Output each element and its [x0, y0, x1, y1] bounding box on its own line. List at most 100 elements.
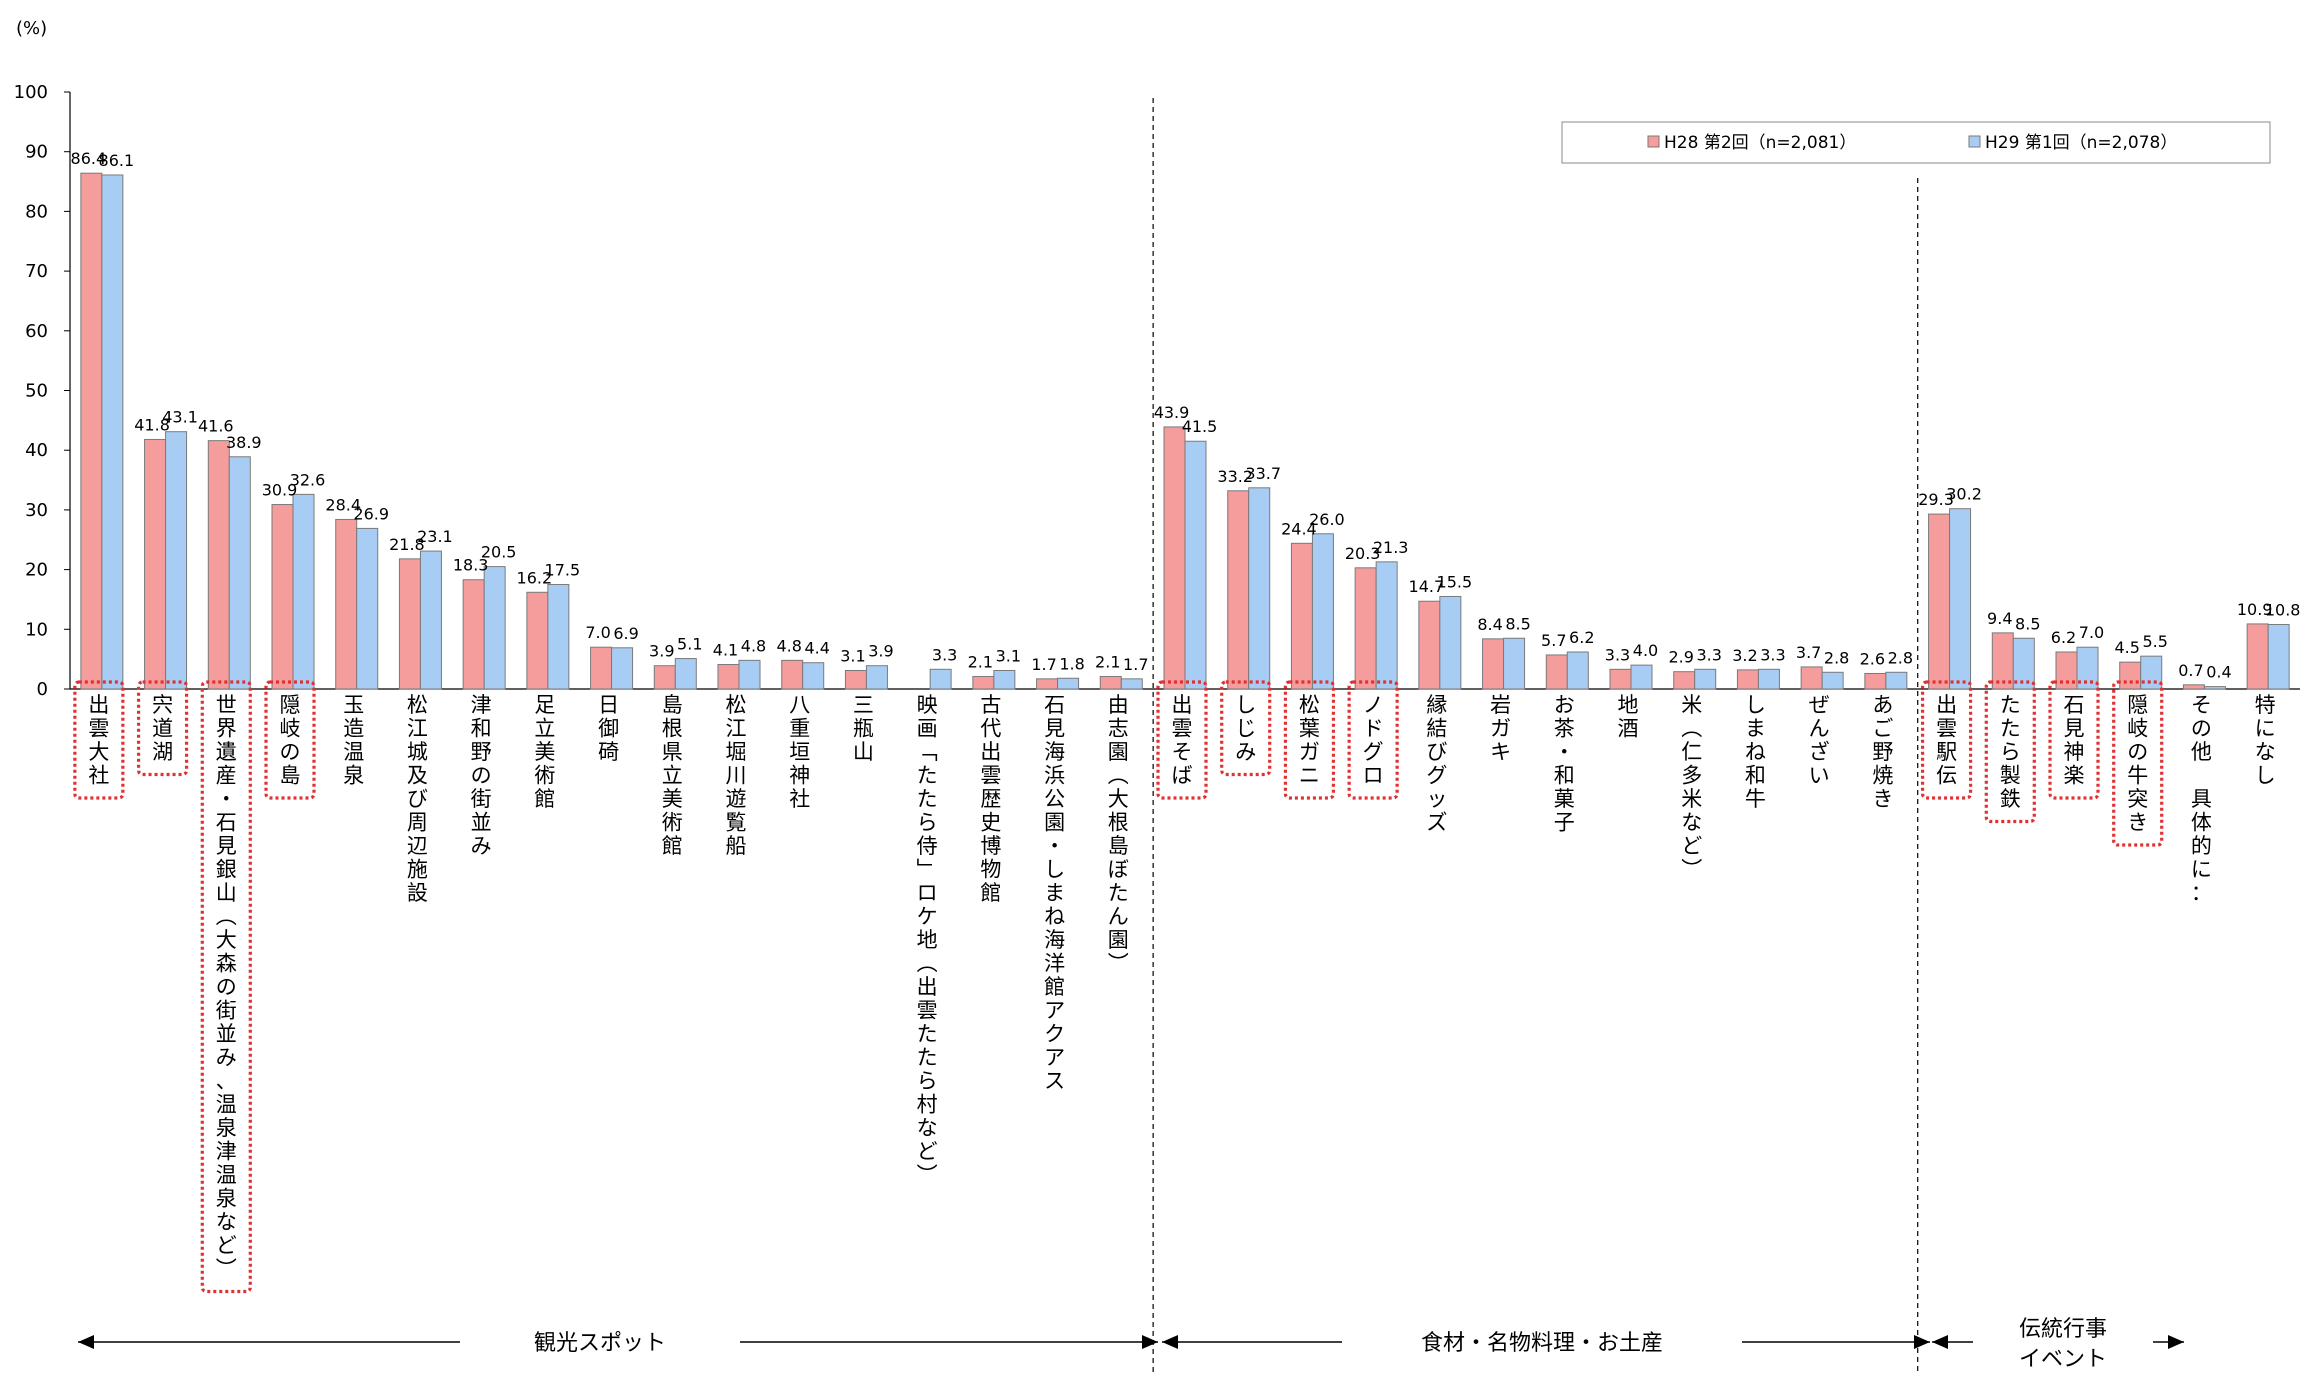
- data-label-s1: 7.0: [585, 623, 610, 642]
- section-label: 伝統行事: [2019, 1317, 2107, 1342]
- category-label-char: 並: [216, 1022, 237, 1046]
- section-arrowhead: [1932, 1335, 1948, 1349]
- bar-s1: [462, 579, 485, 690]
- bar-s2: [101, 174, 124, 690]
- category-label-char: 雲: [88, 717, 109, 741]
- bar-s2: [1248, 487, 1271, 690]
- category-label-char: 史: [980, 811, 1001, 835]
- data-label-s1: 41.6: [198, 417, 234, 436]
- bar-s2: [292, 493, 315, 690]
- category-label-char: 米: [1681, 693, 1702, 717]
- category-label-char: ね: [1745, 740, 1766, 764]
- data-label-s2: 1.7: [1123, 655, 1148, 674]
- category-label-char: 大: [88, 740, 109, 764]
- category-label-char: 施: [407, 858, 428, 882]
- bar-s2: [1120, 678, 1143, 690]
- category-label-char: 温: [216, 1093, 237, 1117]
- data-label-s2: 5.5: [2142, 632, 2167, 651]
- category-label-char: 松: [1299, 693, 1320, 717]
- category-label-char: 街: [216, 999, 237, 1023]
- category-label-char: ︶: [1681, 858, 1702, 882]
- data-label-s1: 0.7: [2178, 661, 2203, 680]
- data-label-s1: 1.7: [1031, 655, 1056, 674]
- category-label-char: 松: [407, 693, 428, 717]
- category-label-char: た: [917, 1046, 938, 1070]
- category-label-char: ︵: [216, 905, 237, 929]
- category-label-char: 雲: [980, 764, 1001, 788]
- data-label-s1: 10.9: [2237, 600, 2273, 619]
- category-label-char: 森: [216, 952, 237, 976]
- bar-s2: [802, 662, 825, 690]
- section-arrowhead: [78, 1335, 94, 1349]
- category-label-char: 泉: [216, 1116, 237, 1140]
- data-label-s1: 86.4: [71, 149, 107, 168]
- data-label-s1: 2.1: [1095, 652, 1120, 671]
- section-label: 観光スポット: [534, 1331, 666, 1356]
- bar-s1: [1545, 654, 1568, 690]
- category-label-char: 見: [1044, 717, 1065, 741]
- category-label-char: 宍: [152, 693, 173, 717]
- category-label-char: の: [280, 740, 301, 764]
- category-label-char: 多: [1681, 764, 1702, 788]
- category-label-char: 大: [216, 928, 237, 952]
- data-label-s2: 7.0: [2079, 623, 2104, 642]
- category-label-char: ︶: [216, 1257, 237, 1281]
- bar-s2: [1057, 677, 1080, 690]
- category-label-char: 海: [1044, 740, 1065, 764]
- bar-s1: [1163, 426, 1186, 690]
- category-label-char: 公: [1044, 787, 1065, 811]
- category-label-char: ま: [1044, 881, 1065, 905]
- bar-s2: [547, 584, 570, 690]
- data-label-s2: 41.5: [1182, 417, 1218, 436]
- category-label-char: 野: [1872, 740, 1893, 764]
- category-label-char: 画: [917, 717, 938, 741]
- category-label-char: ﹁: [917, 740, 938, 764]
- category-label-char: 和: [1554, 764, 1575, 788]
- bar-s2: [1566, 651, 1589, 690]
- data-label-s1: 4.5: [2114, 638, 2139, 657]
- highlight-box: [136, 680, 189, 777]
- highlight-box: [2112, 680, 2164, 847]
- category-label-char: た: [2000, 717, 2021, 741]
- category-label-char: ス: [1044, 1069, 1065, 1093]
- category-label-char: の: [471, 764, 492, 788]
- category-label-char: 八: [789, 693, 810, 717]
- bar-s2: [1184, 440, 1207, 690]
- category-label-char: ん: [1108, 905, 1129, 929]
- bar-s2: [1375, 561, 1398, 690]
- bar-s1: [1609, 668, 1632, 690]
- category-label-char: ︶: [1108, 952, 1129, 976]
- category-label-char: 県: [662, 740, 683, 764]
- bar-s2: [2076, 646, 2099, 690]
- category-label-char: ガ: [1299, 740, 1320, 764]
- category-label-char: 日: [598, 693, 619, 717]
- bar-s2: [2267, 624, 2290, 690]
- category-label-char: ば: [1172, 764, 1193, 788]
- category-label-char: 園: [1108, 928, 1129, 952]
- category-label-char: び: [407, 787, 428, 811]
- category-label-char: き: [1872, 787, 1893, 811]
- data-label-s2: 10.8: [2265, 601, 2301, 620]
- data-label-s2: 15.5: [1437, 572, 1473, 591]
- category-label-char: 館: [980, 881, 1001, 905]
- category-label-char: 館: [662, 834, 683, 858]
- category-label-char: 江: [726, 717, 747, 741]
- category-label-char: [2191, 764, 2212, 788]
- bar-s1: [1099, 675, 1122, 690]
- category-label-char: ア: [1044, 1046, 1065, 1070]
- category-label-char: 津: [216, 1140, 237, 1164]
- category-label-char: ッ: [1426, 787, 1447, 811]
- bar-s1: [271, 504, 294, 690]
- bar-s1: [844, 669, 867, 690]
- data-label-s1: 43.9: [1154, 403, 1190, 422]
- category-label-char: 和: [1745, 764, 1766, 788]
- category-label-char: 焼: [1872, 764, 1893, 788]
- category-label-char: 城: [407, 740, 428, 764]
- category-label-char: 瓶: [853, 717, 874, 741]
- data-label-s1: 8.4: [1477, 615, 1502, 634]
- category-label-char: ズ: [1426, 811, 1447, 835]
- category-label-char: 温: [216, 1163, 237, 1187]
- category-label-char: な: [2255, 740, 2276, 764]
